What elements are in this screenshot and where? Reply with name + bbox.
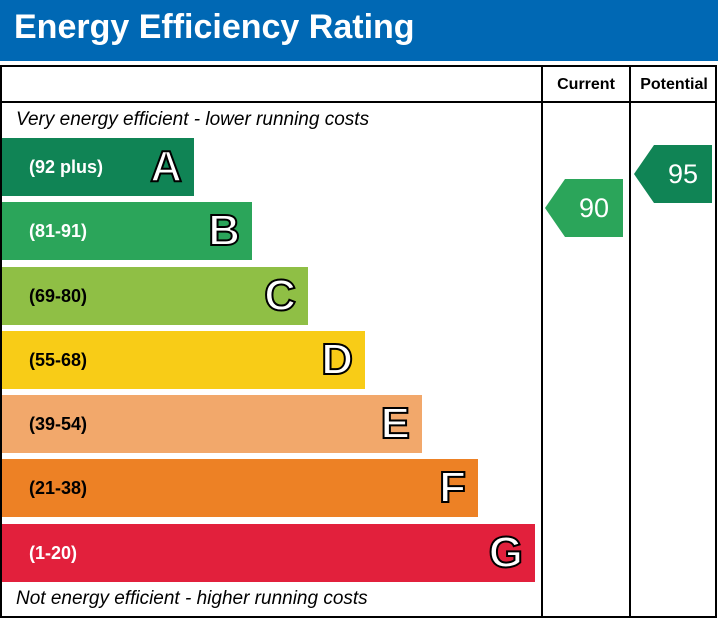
page-title: Energy Efficiency Rating	[14, 8, 415, 46]
band-f-range: (21-38)	[29, 478, 88, 498]
band-b-range: (81-91)	[29, 221, 88, 241]
band-e-letter: E	[380, 398, 411, 449]
band-e-range: (39-54)	[29, 414, 88, 434]
band-d-letter: D	[320, 334, 354, 385]
band-d-range: (55-68)	[29, 350, 88, 370]
band-g-letter: G	[488, 527, 524, 578]
band-g: (1-20) G	[2, 524, 535, 582]
band-a-letter: A	[149, 141, 183, 192]
band-c: (69-80) C	[2, 267, 308, 325]
band-a: (92 plus) A	[2, 138, 194, 196]
band-c-letter: C	[263, 270, 297, 321]
band-a-range: (92 plus)	[29, 157, 104, 177]
band-f-letter: F	[438, 462, 467, 513]
band-b-letter: B	[207, 205, 241, 256]
current-rating-value: 90	[578, 192, 610, 223]
band-e: (39-54) E	[2, 395, 422, 453]
bottom-caption: Not energy efficient - higher running co…	[16, 588, 368, 609]
current-rating-arrow: 90	[545, 179, 623, 237]
potential-rating-value: 95	[667, 158, 699, 189]
band-f: (21-38) F	[2, 459, 478, 517]
potential-column-header: Potential	[640, 76, 708, 93]
top-caption: Very energy efficient - lower running co…	[16, 109, 370, 130]
current-column-header: Current	[557, 76, 615, 93]
header-bar: Energy Efficiency Rating	[0, 0, 718, 61]
band-b: (81-91) B	[2, 202, 252, 260]
current-arrow-shape	[545, 179, 623, 237]
band-d: (55-68) D	[2, 331, 365, 389]
potential-rating-arrow: 95	[634, 145, 712, 203]
potential-arrow-shape	[634, 145, 712, 203]
band-g-range: (1-20)	[29, 543, 78, 563]
band-c-range: (69-80)	[29, 286, 88, 306]
